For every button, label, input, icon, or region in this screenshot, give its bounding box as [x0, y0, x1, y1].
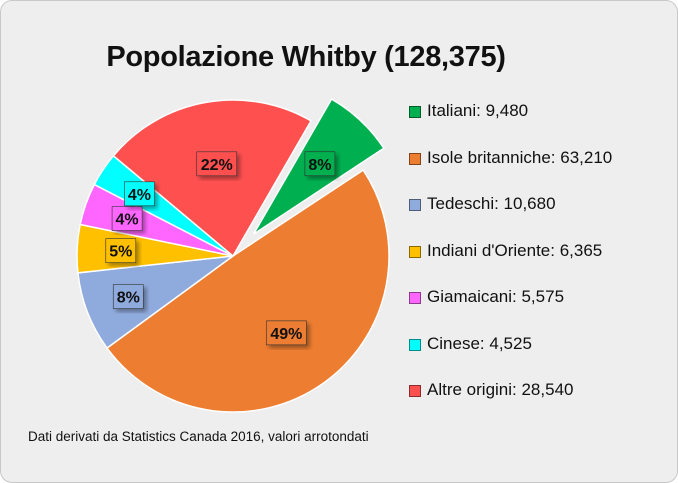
legend-item-altre-origini: Altre origini: 28,540	[409, 380, 612, 427]
legend-swatch	[409, 245, 421, 258]
legend-item-italiani: Italiani: 9,480	[409, 101, 612, 148]
legend-item-giamaicani: Giamaicani: 5,575	[409, 287, 612, 334]
chart-title: Popolazione Whitby (128,375)	[106, 41, 506, 73]
legend-item-indiani-d-oriente: Indiani d'Oriente: 6,365	[409, 241, 612, 288]
pie-slice-isole-britanniche	[105, 169, 390, 413]
legend: Italiani: 9,480 Isole britanniche: 63,210…	[409, 101, 612, 427]
svg-text:8%: 8%	[117, 290, 140, 307]
pie-label-altre-origini: 22%	[196, 151, 238, 177]
svg-text:4%: 4%	[128, 187, 151, 204]
svg-text:8%: 8%	[308, 157, 331, 174]
pie-label-tedeschi: 8%	[112, 284, 144, 309]
pie-label-indiani-d-oriente: 5%	[105, 238, 137, 263]
svg-text:5%: 5%	[109, 244, 132, 261]
pie-label-isole-britanniche: 49%	[266, 320, 307, 346]
legend-swatch	[409, 152, 421, 165]
pie-slice-altre-origini	[112, 99, 313, 258]
footnote: Dati derivati da Statistics Canada 2016,…	[28, 429, 369, 444]
legend-label: Giamaicani: 5,575	[427, 287, 565, 306]
legend-item-cinese: Cinese: 4,525	[409, 334, 612, 381]
legend-label: Cinese: 4,525	[427, 333, 532, 353]
pie-labels: 8% 49% 8% 5% 4% 4% 22%	[105, 151, 336, 346]
legend-swatch	[409, 199, 421, 211]
svg-text:49%: 49%	[270, 326, 302, 343]
pie-label-cinese: 4%	[124, 181, 155, 207]
legend-label: Indiani d'Oriente: 6,365	[427, 240, 603, 260]
legend-label: Italiani: 9,480	[427, 101, 529, 120]
legend-swatch	[409, 106, 421, 118]
legend-label: Altre origini: 28,540	[427, 380, 574, 399]
pie-slices	[76, 98, 390, 413]
legend-item-tedeschi: Tedeschi: 10,680	[409, 194, 612, 241]
legend-swatch	[409, 338, 421, 351]
pie-label-italiani: 8%	[304, 151, 336, 177]
svg-text:22%: 22%	[201, 157, 233, 174]
pie-label-giamaicani: 4%	[111, 206, 143, 231]
legend-swatch	[409, 292, 421, 304]
legend-swatch	[409, 385, 421, 397]
svg-text:4%: 4%	[116, 212, 139, 229]
legend-item-isole-britanniche: Isole britanniche: 63,210	[409, 148, 612, 195]
legend-label: Tedeschi: 10,680	[427, 194, 556, 213]
legend-label: Isole britanniche: 63,210	[427, 147, 613, 167]
